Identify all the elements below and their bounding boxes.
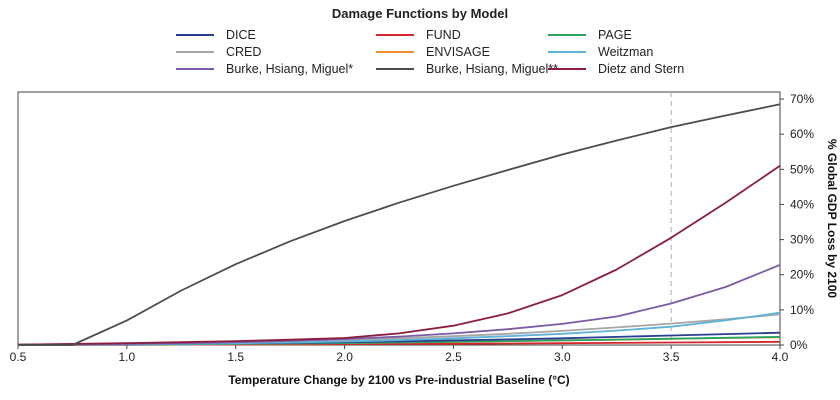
- legend-label: Dietz and Stern: [598, 62, 685, 76]
- x-tick-label: 2.5: [445, 350, 462, 364]
- x-tick-label: 3.0: [554, 350, 571, 364]
- legend-label: FUND: [426, 28, 461, 42]
- legend-item: Burke, Hsiang, Miguel**: [376, 62, 558, 76]
- legend-item: Dietz and Stern: [548, 62, 684, 76]
- y-tick-label: 60%: [790, 127, 814, 141]
- legend-swatch: [376, 68, 414, 70]
- y-tick-label: 30%: [790, 233, 814, 247]
- x-axis-label: Temperature Change by 2100 vs Pre-indust…: [228, 373, 569, 387]
- series-line-dietz-and-stern: [17, 165, 781, 346]
- legend-label: DICE: [226, 28, 256, 42]
- series-line-burke-hsiang-miguel: [18, 103, 781, 346]
- legend-swatch: [376, 34, 414, 36]
- legend-item: Weitzman: [548, 45, 653, 59]
- legend-item: Burke, Hsiang, Miguel*: [176, 62, 353, 76]
- x-tick-label: 3.5: [663, 350, 680, 364]
- legend-label: Burke, Hsiang, Miguel**: [426, 62, 559, 76]
- legend-swatch: [548, 68, 586, 70]
- x-tick-label: 4.0: [772, 350, 789, 364]
- legend-label: Burke, Hsiang, Miguel*: [226, 62, 354, 76]
- legend-item: FUND: [376, 28, 461, 42]
- legend-item: PAGE: [548, 28, 632, 42]
- legend-label: ENVISAGE: [426, 45, 490, 59]
- legend-item: ENVISAGE: [376, 45, 490, 59]
- legend-item: DICE: [176, 28, 256, 42]
- chart-title: Damage Functions by Model: [331, 6, 509, 21]
- y-tick-label: 70%: [790, 92, 814, 106]
- y-tick-label: 20%: [790, 268, 814, 282]
- legend-swatch: [548, 51, 586, 53]
- x-tick-label: 1.0: [119, 350, 136, 364]
- legend-swatch: [548, 34, 586, 36]
- y-tick-label: 0%: [790, 338, 808, 352]
- y-axis-label: % Global GDP Loss by 2100: [825, 139, 839, 298]
- legend-swatch: [176, 51, 214, 53]
- x-tick-label: 2.0: [336, 350, 353, 364]
- x-tick-label: 1.5: [227, 350, 244, 364]
- y-tick-label: 40%: [790, 197, 814, 211]
- legend-label: Weitzman: [598, 45, 654, 59]
- legend-label: CRED: [226, 45, 262, 59]
- legend-label: PAGE: [598, 28, 632, 42]
- y-tick-label: 10%: [790, 303, 814, 317]
- legend-swatch: [376, 51, 414, 53]
- y-tick-label: 50%: [790, 162, 814, 176]
- plot-frame: [17, 91, 781, 346]
- legend-item: CRED: [176, 45, 261, 59]
- legend-swatch: [176, 34, 214, 36]
- legend-swatch: [176, 68, 214, 70]
- x-tick-label: 0.5: [10, 350, 27, 364]
